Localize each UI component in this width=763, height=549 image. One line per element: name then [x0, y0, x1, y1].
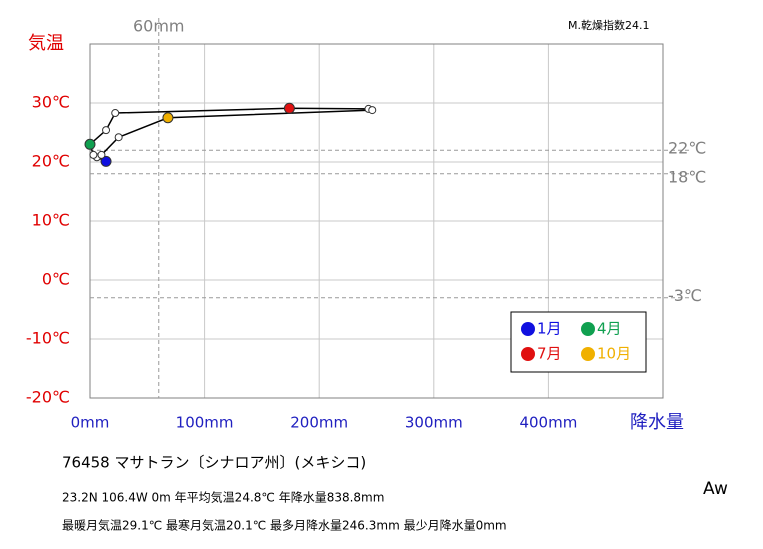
month-point [97, 150, 106, 159]
month-point [111, 109, 120, 118]
x-tick-label: 300mm [405, 414, 463, 432]
legend-marker [521, 322, 535, 336]
y-tick-label: 30℃ [32, 93, 70, 112]
climate-line [89, 107, 373, 163]
ref-label: -3℃ [668, 286, 702, 305]
month-point [84, 138, 96, 150]
y-tick-label: -10℃ [26, 329, 70, 348]
month-point [89, 150, 98, 159]
legend-label: 1月 [537, 320, 562, 338]
legend-marker [521, 347, 535, 361]
legend-label: 10月 [597, 345, 631, 363]
aridity: M.乾燥指数24.1 [568, 18, 649, 32]
month-point [162, 112, 174, 124]
x-tick-label: 400mm [519, 414, 577, 432]
station: 76458 マサトラン〔シナロア州〕(メキシコ) [62, 454, 366, 472]
plot-frame [89, 43, 664, 399]
legend-marker [581, 347, 595, 361]
y-tick-label: 20℃ [32, 152, 70, 171]
x-tick-label: 200mm [290, 414, 348, 432]
month-point [114, 133, 123, 142]
ref-label: 18℃ [668, 167, 706, 186]
month-point [283, 102, 295, 114]
legend-label: 7月 [537, 345, 562, 363]
legend-box [510, 311, 647, 373]
x-axis-label: 降水量 [630, 412, 684, 433]
x-tick-label: 100mm [176, 414, 234, 432]
y-tick-label: 0℃ [42, 270, 70, 289]
legend-marker [581, 322, 595, 336]
ref-label: 22℃ [668, 139, 706, 158]
info-line: 23.2N 106.4W 0m 年平均気温24.8℃ 年降水量838.8mm [62, 490, 384, 505]
month-point [102, 126, 111, 135]
climate-class: Aw [703, 479, 728, 499]
y-tick-label: 10℃ [32, 211, 70, 230]
y-tick-label: -20℃ [26, 388, 70, 407]
y-axis-label: 気温 [28, 33, 64, 54]
month-point [100, 155, 112, 167]
legend-label: 4月 [597, 320, 622, 338]
info-line: 最暖月気温29.1℃ 最寒月気温20.1℃ 最多月降水量246.3mm 最少月降… [62, 518, 507, 533]
x-tick-label: 0mm [71, 414, 110, 432]
ref-label: 60mm [133, 17, 185, 36]
month-point [368, 106, 377, 115]
